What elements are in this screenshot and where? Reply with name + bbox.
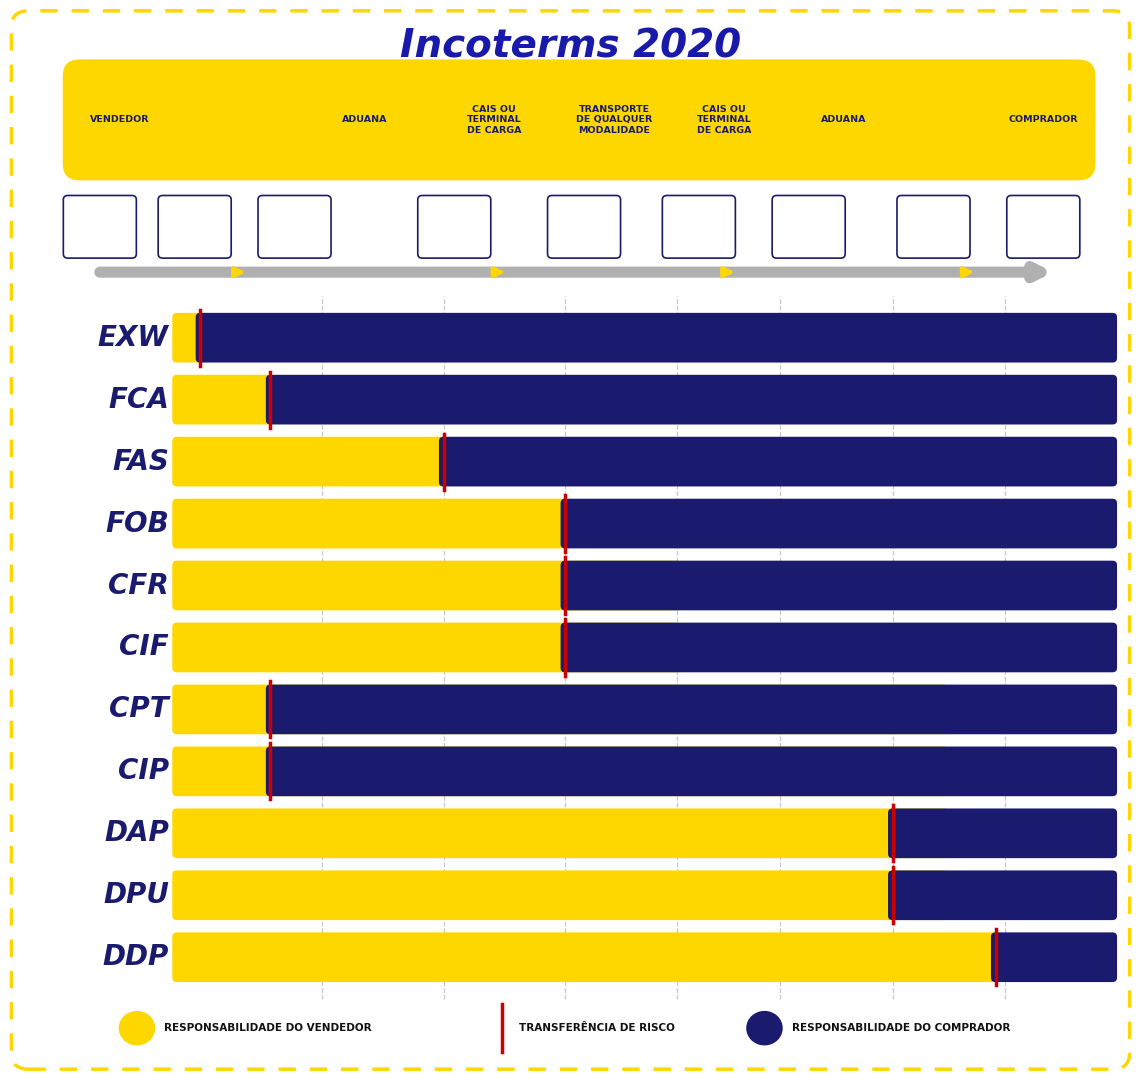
Text: CAIS OU
TERMINAL
DE CARGA: CAIS OU TERMINAL DE CARGA — [467, 105, 521, 135]
Text: TRANSFERÊNCIA DE RISCO: TRANSFERÊNCIA DE RISCO — [519, 1023, 675, 1034]
Circle shape — [746, 1011, 783, 1045]
Text: EXW: EXW — [98, 324, 169, 352]
FancyBboxPatch shape — [560, 622, 1117, 672]
FancyBboxPatch shape — [560, 499, 1117, 549]
Text: CIP: CIP — [118, 757, 169, 785]
FancyBboxPatch shape — [888, 870, 1117, 920]
FancyBboxPatch shape — [172, 436, 448, 486]
FancyBboxPatch shape — [172, 746, 948, 796]
Text: DDP: DDP — [103, 943, 169, 971]
Text: ADUANA: ADUANA — [820, 116, 866, 124]
Circle shape — [119, 1011, 155, 1045]
FancyBboxPatch shape — [63, 59, 1095, 180]
Text: COMPRADOR: COMPRADOR — [1009, 116, 1078, 124]
Text: FAS: FAS — [112, 447, 169, 475]
Text: TRANSPORTE
DE QUALQUER
MODALIDADE: TRANSPORTE DE QUALQUER MODALIDADE — [576, 105, 653, 135]
Text: DAP: DAP — [104, 820, 169, 848]
Text: VENDEDOR: VENDEDOR — [90, 116, 149, 124]
FancyBboxPatch shape — [172, 313, 205, 363]
Text: RESPONSABILIDADE DO COMPRADOR: RESPONSABILIDADE DO COMPRADOR — [792, 1023, 1010, 1034]
FancyBboxPatch shape — [888, 809, 1117, 859]
FancyBboxPatch shape — [172, 809, 948, 859]
Text: CPT: CPT — [110, 696, 169, 724]
FancyBboxPatch shape — [560, 561, 1117, 610]
FancyBboxPatch shape — [172, 499, 569, 549]
FancyBboxPatch shape — [196, 313, 1117, 363]
FancyBboxPatch shape — [266, 746, 1117, 796]
Text: ADUANA: ADUANA — [341, 116, 387, 124]
Text: Incoterms 2020: Incoterms 2020 — [400, 27, 741, 66]
Text: CAIS OU
TERMINAL
DE CARGA: CAIS OU TERMINAL DE CARGA — [696, 105, 751, 135]
Text: FOB: FOB — [105, 510, 169, 538]
FancyBboxPatch shape — [266, 375, 1117, 424]
Text: RESPONSABILIDADE DO VENDEDOR: RESPONSABILIDADE DO VENDEDOR — [164, 1023, 372, 1034]
Text: FCA: FCA — [108, 386, 169, 414]
FancyBboxPatch shape — [990, 932, 1117, 982]
FancyBboxPatch shape — [172, 561, 682, 610]
FancyBboxPatch shape — [172, 685, 948, 734]
FancyBboxPatch shape — [172, 375, 275, 424]
FancyBboxPatch shape — [439, 436, 1117, 486]
FancyBboxPatch shape — [172, 870, 948, 920]
Text: CFR: CFR — [108, 571, 169, 599]
Text: DPU: DPU — [103, 881, 169, 909]
FancyBboxPatch shape — [266, 685, 1117, 734]
FancyBboxPatch shape — [172, 622, 682, 672]
FancyBboxPatch shape — [172, 932, 1000, 982]
Text: CIF: CIF — [119, 634, 169, 661]
